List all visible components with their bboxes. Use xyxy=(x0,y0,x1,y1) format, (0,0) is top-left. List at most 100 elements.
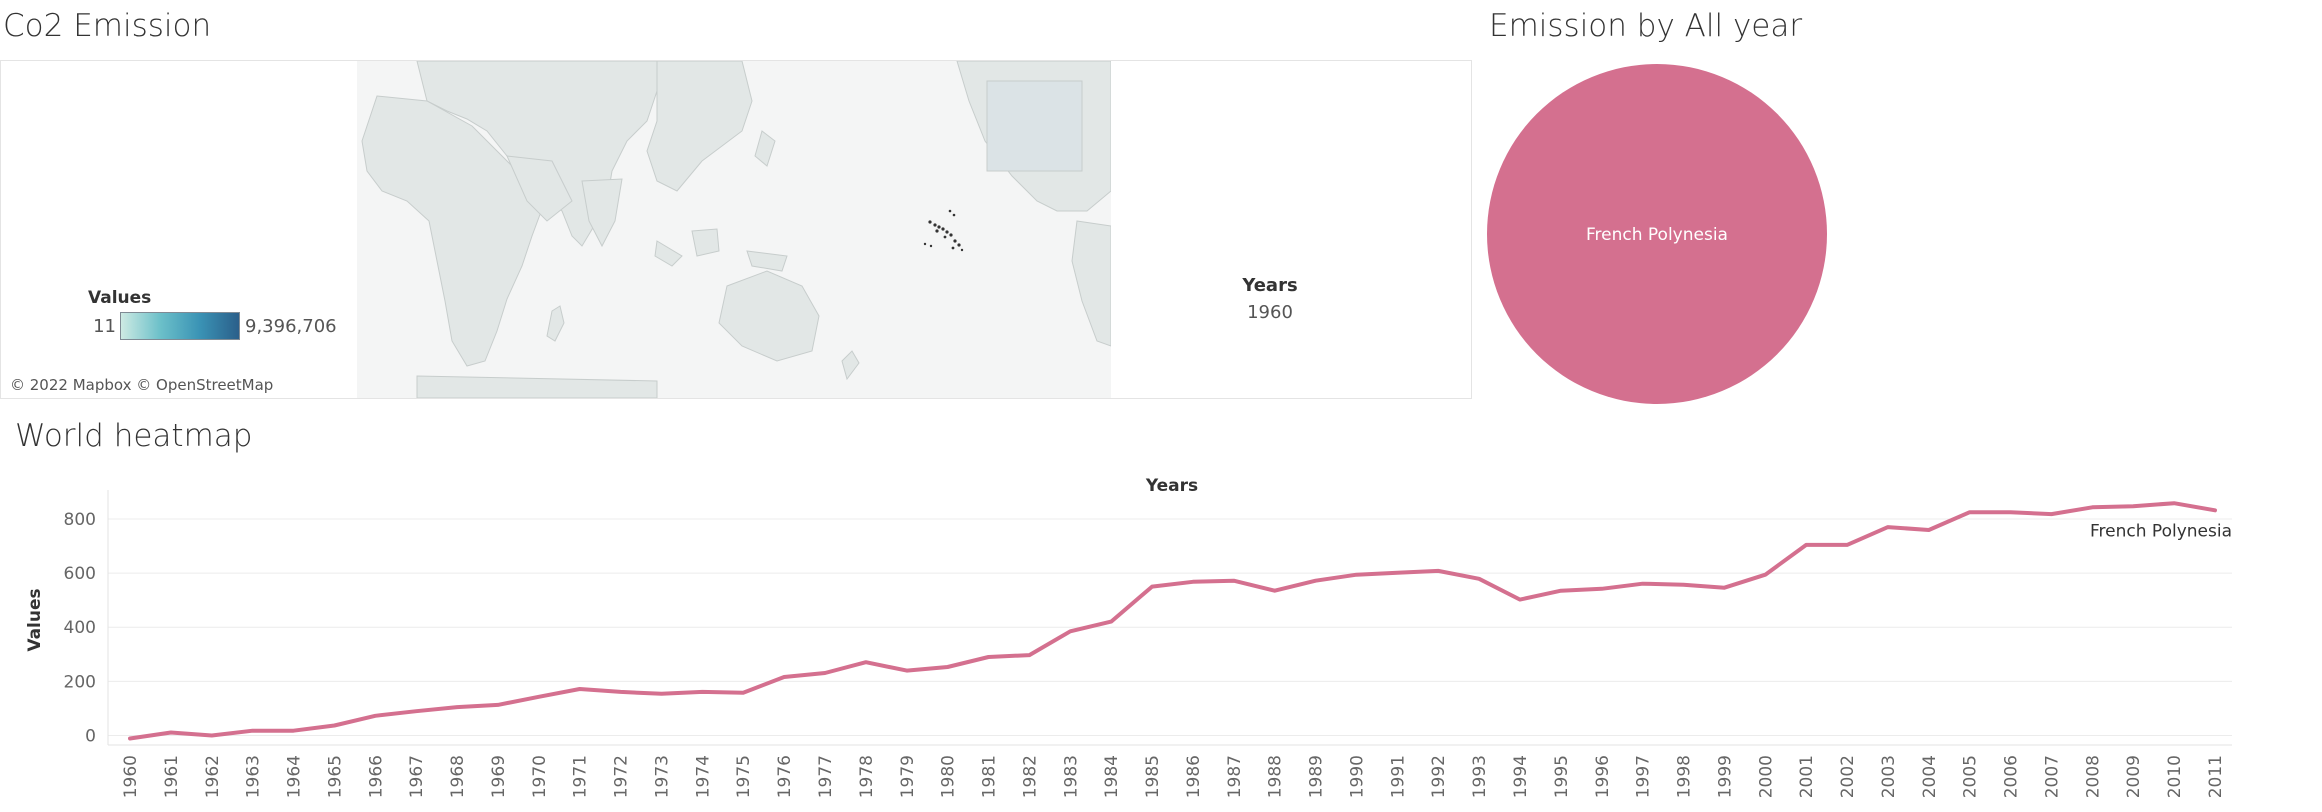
line-point[interactable] xyxy=(778,671,790,683)
line-point[interactable] xyxy=(2045,508,2057,520)
x-tick-label: 1989 xyxy=(1307,755,1327,798)
map-french-polynesia[interactable] xyxy=(923,209,964,252)
x-tick-label: 1968 xyxy=(448,755,468,798)
map-greenland-edge[interactable] xyxy=(416,375,658,398)
line-point[interactable] xyxy=(1555,585,1567,597)
line-point[interactable] xyxy=(1228,575,1240,587)
line-point[interactable] xyxy=(819,667,831,679)
line-point[interactable] xyxy=(1269,585,1281,597)
map-legend-title: Values xyxy=(88,288,152,308)
line-point[interactable] xyxy=(983,651,995,663)
line-point[interactable] xyxy=(1678,579,1690,591)
x-tick-label: 2004 xyxy=(1920,755,1940,798)
x-tick-label: 1975 xyxy=(734,755,754,798)
line-point[interactable] xyxy=(1350,569,1362,581)
line-point[interactable] xyxy=(1310,575,1322,587)
line-point[interactable] xyxy=(615,686,627,698)
line-point[interactable] xyxy=(451,701,463,713)
x-tick-label: 1981 xyxy=(980,755,1000,798)
x-tick-label: 1961 xyxy=(162,755,182,798)
line-point[interactable] xyxy=(369,710,381,722)
line-point[interactable] xyxy=(1105,616,1117,628)
line-point[interactable] xyxy=(1064,625,1076,637)
x-tick-label: 2005 xyxy=(1961,755,1981,798)
line-point[interactable] xyxy=(2127,500,2139,512)
x-axis-title: Years xyxy=(1145,476,1198,496)
line-point[interactable] xyxy=(696,686,708,698)
line-point[interactable] xyxy=(1964,506,1976,518)
map-sumatra[interactable] xyxy=(654,240,683,267)
x-tick-label: 2006 xyxy=(2002,755,2022,798)
map-australia[interactable] xyxy=(718,270,820,362)
line-point[interactable] xyxy=(328,720,340,732)
line-point[interactable] xyxy=(655,688,667,700)
line-point[interactable] xyxy=(1187,576,1199,588)
x-tick-label: 1980 xyxy=(939,755,959,798)
line-point[interactable] xyxy=(2086,501,2098,513)
line-point[interactable] xyxy=(1882,521,1894,533)
map-usa[interactable] xyxy=(986,80,1083,172)
y-tick-label: 200 xyxy=(64,672,96,692)
x-tick-label: 1992 xyxy=(1429,755,1449,798)
line-point[interactable] xyxy=(1391,567,1403,579)
line-point[interactable] xyxy=(2209,504,2221,516)
series-line-french-polynesia[interactable] xyxy=(128,501,2217,741)
x-tick-label: 1963 xyxy=(244,755,264,798)
map-borneo[interactable] xyxy=(691,228,720,257)
line-point[interactable] xyxy=(1718,582,1730,594)
line-point[interactable] xyxy=(1759,569,1771,581)
map-new-guinea[interactable] xyxy=(746,250,788,272)
map-title: Co2 Emission xyxy=(3,8,212,44)
map-legend-gradient xyxy=(120,312,240,340)
line-point[interactable] xyxy=(247,725,259,737)
line-point[interactable] xyxy=(533,691,545,703)
x-tick-label: 1984 xyxy=(1102,755,1122,798)
line-chart-title: World heatmap xyxy=(15,418,253,454)
world-map[interactable] xyxy=(357,61,1111,398)
line-point[interactable] xyxy=(1923,524,1935,536)
map-south-america[interactable] xyxy=(1071,220,1111,347)
line-point[interactable] xyxy=(1514,594,1526,606)
x-tick-label: 1974 xyxy=(693,755,713,798)
x-tick-label: 1993 xyxy=(1470,755,1490,798)
line-point[interactable] xyxy=(2005,506,2017,518)
map-new-zealand[interactable] xyxy=(841,350,860,381)
map-attribution[interactable]: © 2022 Mapbox © OpenStreetMap xyxy=(7,376,277,394)
pie-slice[interactable] xyxy=(1487,64,1827,404)
x-tick-label: 1964 xyxy=(285,755,305,798)
line-point[interactable] xyxy=(737,687,749,699)
line-point[interactable] xyxy=(1146,581,1158,593)
line-point[interactable] xyxy=(901,665,913,677)
line-point[interactable] xyxy=(1841,539,1853,551)
line-point[interactable] xyxy=(492,699,504,711)
map-asia-east[interactable] xyxy=(646,61,753,192)
map-arabia[interactable] xyxy=(506,155,573,222)
line-point[interactable] xyxy=(860,656,872,668)
line-point[interactable] xyxy=(165,727,177,739)
x-tick-label: 1978 xyxy=(857,755,877,798)
map-japan[interactable] xyxy=(754,130,776,167)
line-point[interactable] xyxy=(942,661,954,673)
line-point[interactable] xyxy=(410,705,422,717)
line-point[interactable] xyxy=(2168,497,2180,509)
map-legend-max: 9,396,706 xyxy=(245,316,337,337)
line-point[interactable] xyxy=(124,733,136,745)
line-point[interactable] xyxy=(1023,649,1035,661)
line-point[interactable] xyxy=(1596,583,1608,595)
y-axis-title: Values xyxy=(25,588,45,651)
map-madagascar[interactable] xyxy=(546,305,565,342)
line-point[interactable] xyxy=(574,683,586,695)
line-point[interactable] xyxy=(1473,573,1485,585)
years-filter-value[interactable]: 1960 xyxy=(1247,302,1293,323)
x-tick-label: 2010 xyxy=(2165,755,2185,798)
line-point[interactable] xyxy=(1637,578,1649,590)
line-point[interactable] xyxy=(1432,565,1444,577)
years-filter-label: Years xyxy=(1242,275,1298,296)
y-tick-label: 600 xyxy=(64,564,96,584)
line-point[interactable] xyxy=(1800,539,1812,551)
x-tick-label: 1979 xyxy=(898,755,918,798)
x-tick-label: 1982 xyxy=(1020,755,1040,798)
line-point[interactable] xyxy=(206,730,218,742)
map-india[interactable] xyxy=(581,178,623,248)
line-point[interactable] xyxy=(288,725,300,737)
